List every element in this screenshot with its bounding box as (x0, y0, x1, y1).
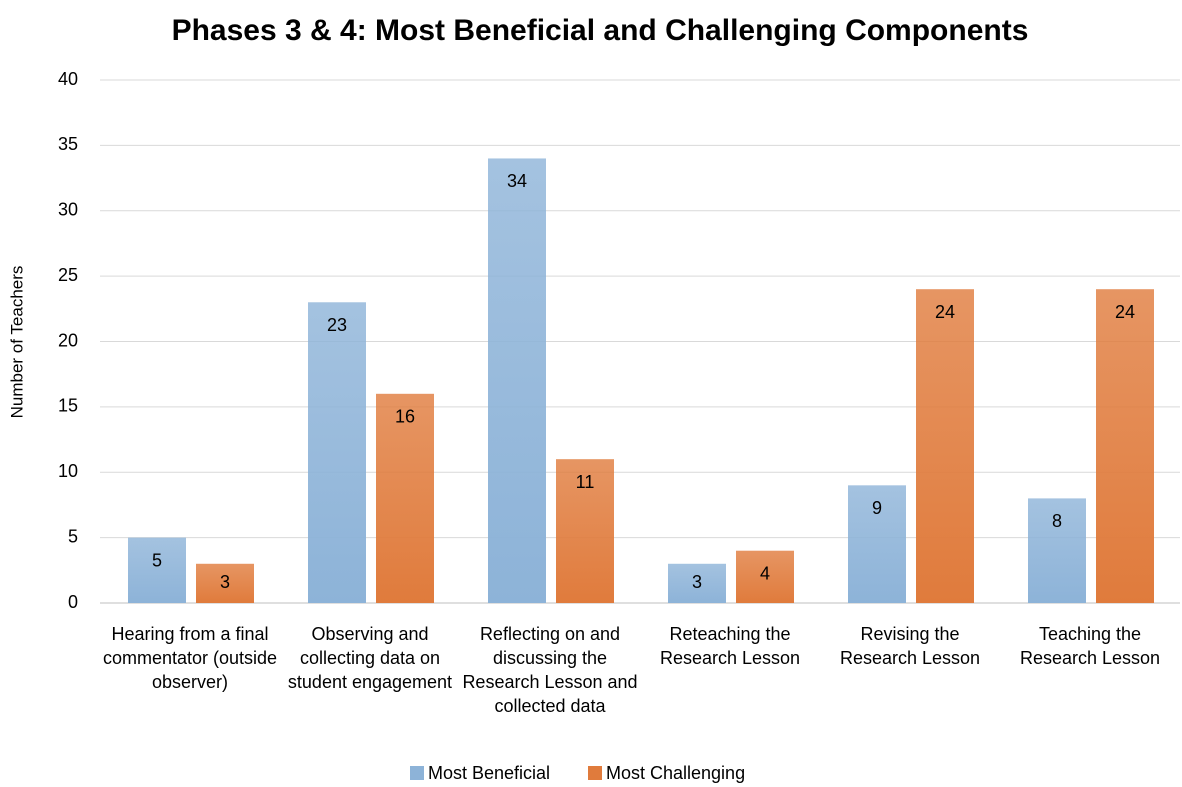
value-label: 3 (692, 572, 702, 592)
bar (556, 459, 614, 603)
legend-swatch (588, 766, 602, 780)
value-label: 5 (152, 550, 162, 570)
legend-label: Most Beneficial (428, 763, 550, 783)
bar (848, 485, 906, 603)
y-axis-title: Number of Teachers (7, 266, 26, 419)
y-tick-label: 10 (58, 461, 78, 481)
bar (736, 550, 794, 603)
x-tick-label: Hearing from a final commentator (outsid… (102, 624, 278, 692)
bar (1028, 498, 1086, 603)
y-tick-label: 30 (58, 200, 78, 220)
legend-swatch (410, 766, 424, 780)
x-tick-label: Reflecting on and discussing the Researc… (462, 624, 638, 716)
value-label: 16 (395, 407, 415, 427)
bar (916, 289, 974, 603)
value-label: 3 (220, 572, 230, 592)
y-tick-label: 35 (58, 134, 78, 154)
x-tick-label: Revising the Research Lesson (839, 624, 981, 668)
bar (196, 563, 254, 603)
x-tick-label: Teaching the Research Lesson (1019, 624, 1161, 668)
bar (488, 158, 546, 603)
y-tick-label: 5 (68, 526, 78, 546)
legend-label: Most Challenging (606, 763, 745, 783)
x-tick-label: Observing and collecting data on student… (287, 624, 453, 692)
bar (1096, 289, 1154, 603)
y-tick-label: 25 (58, 265, 78, 285)
value-label: 24 (1115, 302, 1135, 322)
bar (376, 393, 434, 603)
x-tick-label: Reteaching the Research Lesson (659, 624, 801, 668)
value-label: 8 (1052, 511, 1062, 531)
bar (668, 563, 726, 603)
value-label: 23 (327, 315, 347, 335)
value-label: 24 (935, 302, 955, 322)
value-label: 4 (760, 563, 770, 583)
bar (128, 537, 186, 603)
y-tick-label: 0 (68, 592, 78, 612)
value-label: 34 (507, 171, 527, 191)
y-tick-label: 20 (58, 330, 78, 350)
chart-title: Phases 3 & 4: Most Beneficial and Challe… (172, 14, 1029, 47)
bar (308, 302, 366, 603)
value-label: 9 (872, 498, 882, 518)
value-label: 11 (576, 472, 595, 492)
y-tick-label: 15 (58, 396, 78, 416)
y-tick-label: 40 (58, 69, 78, 89)
